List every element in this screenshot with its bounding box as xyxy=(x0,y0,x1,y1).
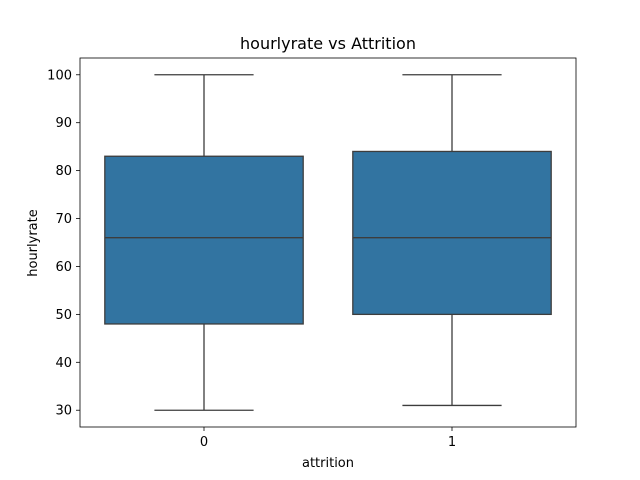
y-axis: 30 40 50 60 70 80 90 100 xyxy=(47,68,80,419)
iqr-box xyxy=(104,155,304,325)
y-tick-label: 60 xyxy=(55,260,72,275)
iqr-box xyxy=(352,150,552,316)
chart-title: hourlyrate vs Attrition xyxy=(240,34,416,53)
y-tick-label: 90 xyxy=(55,116,72,131)
y-tick-label: 30 xyxy=(55,404,72,419)
y-tick-label: 40 xyxy=(55,356,72,371)
x-axis-title: attrition xyxy=(302,456,354,471)
y-tick-label: 70 xyxy=(55,212,72,227)
box-group-0 xyxy=(104,74,304,411)
y-tick-label: 100 xyxy=(47,68,72,83)
y-tick-label: 80 xyxy=(55,164,72,179)
y-tick-label: 50 xyxy=(55,308,72,323)
box-group-1 xyxy=(352,74,552,407)
y-axis-title: hourlyrate xyxy=(26,209,41,277)
x-tick-label: 0 xyxy=(200,435,208,450)
plot-area xyxy=(104,74,552,411)
plot-frame xyxy=(79,57,577,428)
x-tick-label: 1 xyxy=(448,435,456,450)
